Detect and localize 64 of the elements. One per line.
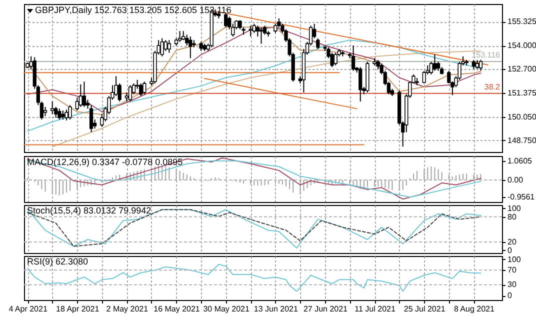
x-tick-label: 11 Jul 2021 bbox=[354, 304, 396, 314]
x-tick-label: 13 Jun 2021 bbox=[254, 304, 298, 314]
y-tick-label: 70 bbox=[508, 266, 517, 275]
y-tick-label: 80 bbox=[508, 212, 517, 222]
candlestick bbox=[58, 108, 62, 120]
y-tick-label: 30 bbox=[508, 280, 517, 290]
candlestick bbox=[199, 41, 203, 52]
y-tick-label: -0.9561 bbox=[508, 192, 536, 202]
x-tick-label: 27 Jun 2021 bbox=[303, 304, 348, 314]
x-tick-label: 25 Jul 2021 bbox=[404, 304, 446, 314]
candlestick bbox=[478, 59, 483, 72]
ref-line-label: 153.116 bbox=[472, 50, 501, 60]
candlestick bbox=[128, 84, 132, 102]
candlestick bbox=[50, 100, 54, 115]
y-tick-label: 152.700 bbox=[508, 64, 536, 74]
y-tick-label: 100 bbox=[508, 204, 522, 213]
y-tick-label: 148.750 bbox=[508, 136, 536, 145]
candlestick bbox=[164, 40, 168, 52]
candlestick bbox=[178, 30, 182, 42]
candlestick bbox=[142, 81, 146, 95]
y-tick-label: 0 bbox=[508, 246, 512, 255]
candlestick bbox=[259, 26, 264, 44]
candlestick bbox=[167, 40, 171, 54]
chart-title: RSI(9) 62.3080 bbox=[27, 256, 88, 266]
y-tick-label: 155.325 bbox=[508, 17, 536, 26]
candlestick bbox=[89, 104, 94, 133]
candlestick bbox=[114, 76, 118, 97]
y-tick-label: 151.375 bbox=[508, 88, 536, 98]
candlestick bbox=[351, 45, 356, 72]
candlestick bbox=[436, 61, 440, 72]
x-tick-label: 8 Aug 2021 bbox=[454, 304, 495, 314]
y-tick-label: 100 bbox=[508, 254, 522, 264]
candlestick bbox=[43, 106, 48, 116]
chart-title: Stoch(15,5,4) 83.0132 79.9942 bbox=[27, 205, 152, 216]
candlestick bbox=[78, 84, 82, 108]
candlestick bbox=[68, 104, 72, 120]
x-tick-label: 2 May 2021 bbox=[106, 304, 149, 314]
chart-title: GBPJPY,Daily 152.763 153.205 152.605 153.116 bbox=[35, 5, 232, 15]
candlestick bbox=[224, 12, 228, 28]
y-tick-label: 154.000 bbox=[508, 41, 536, 50]
candlestick bbox=[252, 23, 256, 34]
candlestick bbox=[475, 59, 480, 70]
x-tick-label: 4 Apr 2021 bbox=[8, 304, 48, 314]
candlestick bbox=[61, 110, 65, 120]
y-tick-label: 1.0605 bbox=[508, 156, 533, 166]
x-tick-label: 16 May 2021 bbox=[154, 304, 200, 314]
candlestick bbox=[188, 36, 192, 59]
candlestick bbox=[160, 38, 164, 57]
candlestick bbox=[334, 52, 338, 66]
candlestick bbox=[316, 38, 320, 50]
candlestick bbox=[248, 25, 252, 37]
candlestick bbox=[64, 109, 68, 121]
candlestick bbox=[139, 82, 143, 97]
candlestick bbox=[358, 66, 362, 102]
candlestick bbox=[472, 59, 476, 70]
candlestick bbox=[432, 54, 437, 72]
x-tick-label: 18 Apr 2021 bbox=[56, 304, 100, 314]
annotation: 38.2 bbox=[484, 82, 501, 92]
y-tick-label: 150.050 bbox=[508, 112, 536, 122]
x-tick-label: 30 May 2021 bbox=[203, 304, 250, 314]
y-tick-label: 20 bbox=[508, 238, 517, 247]
candlestick bbox=[82, 81, 86, 108]
y-tick-label: 0.00 bbox=[508, 175, 524, 184]
y-tick-label: 0 bbox=[508, 291, 512, 300]
